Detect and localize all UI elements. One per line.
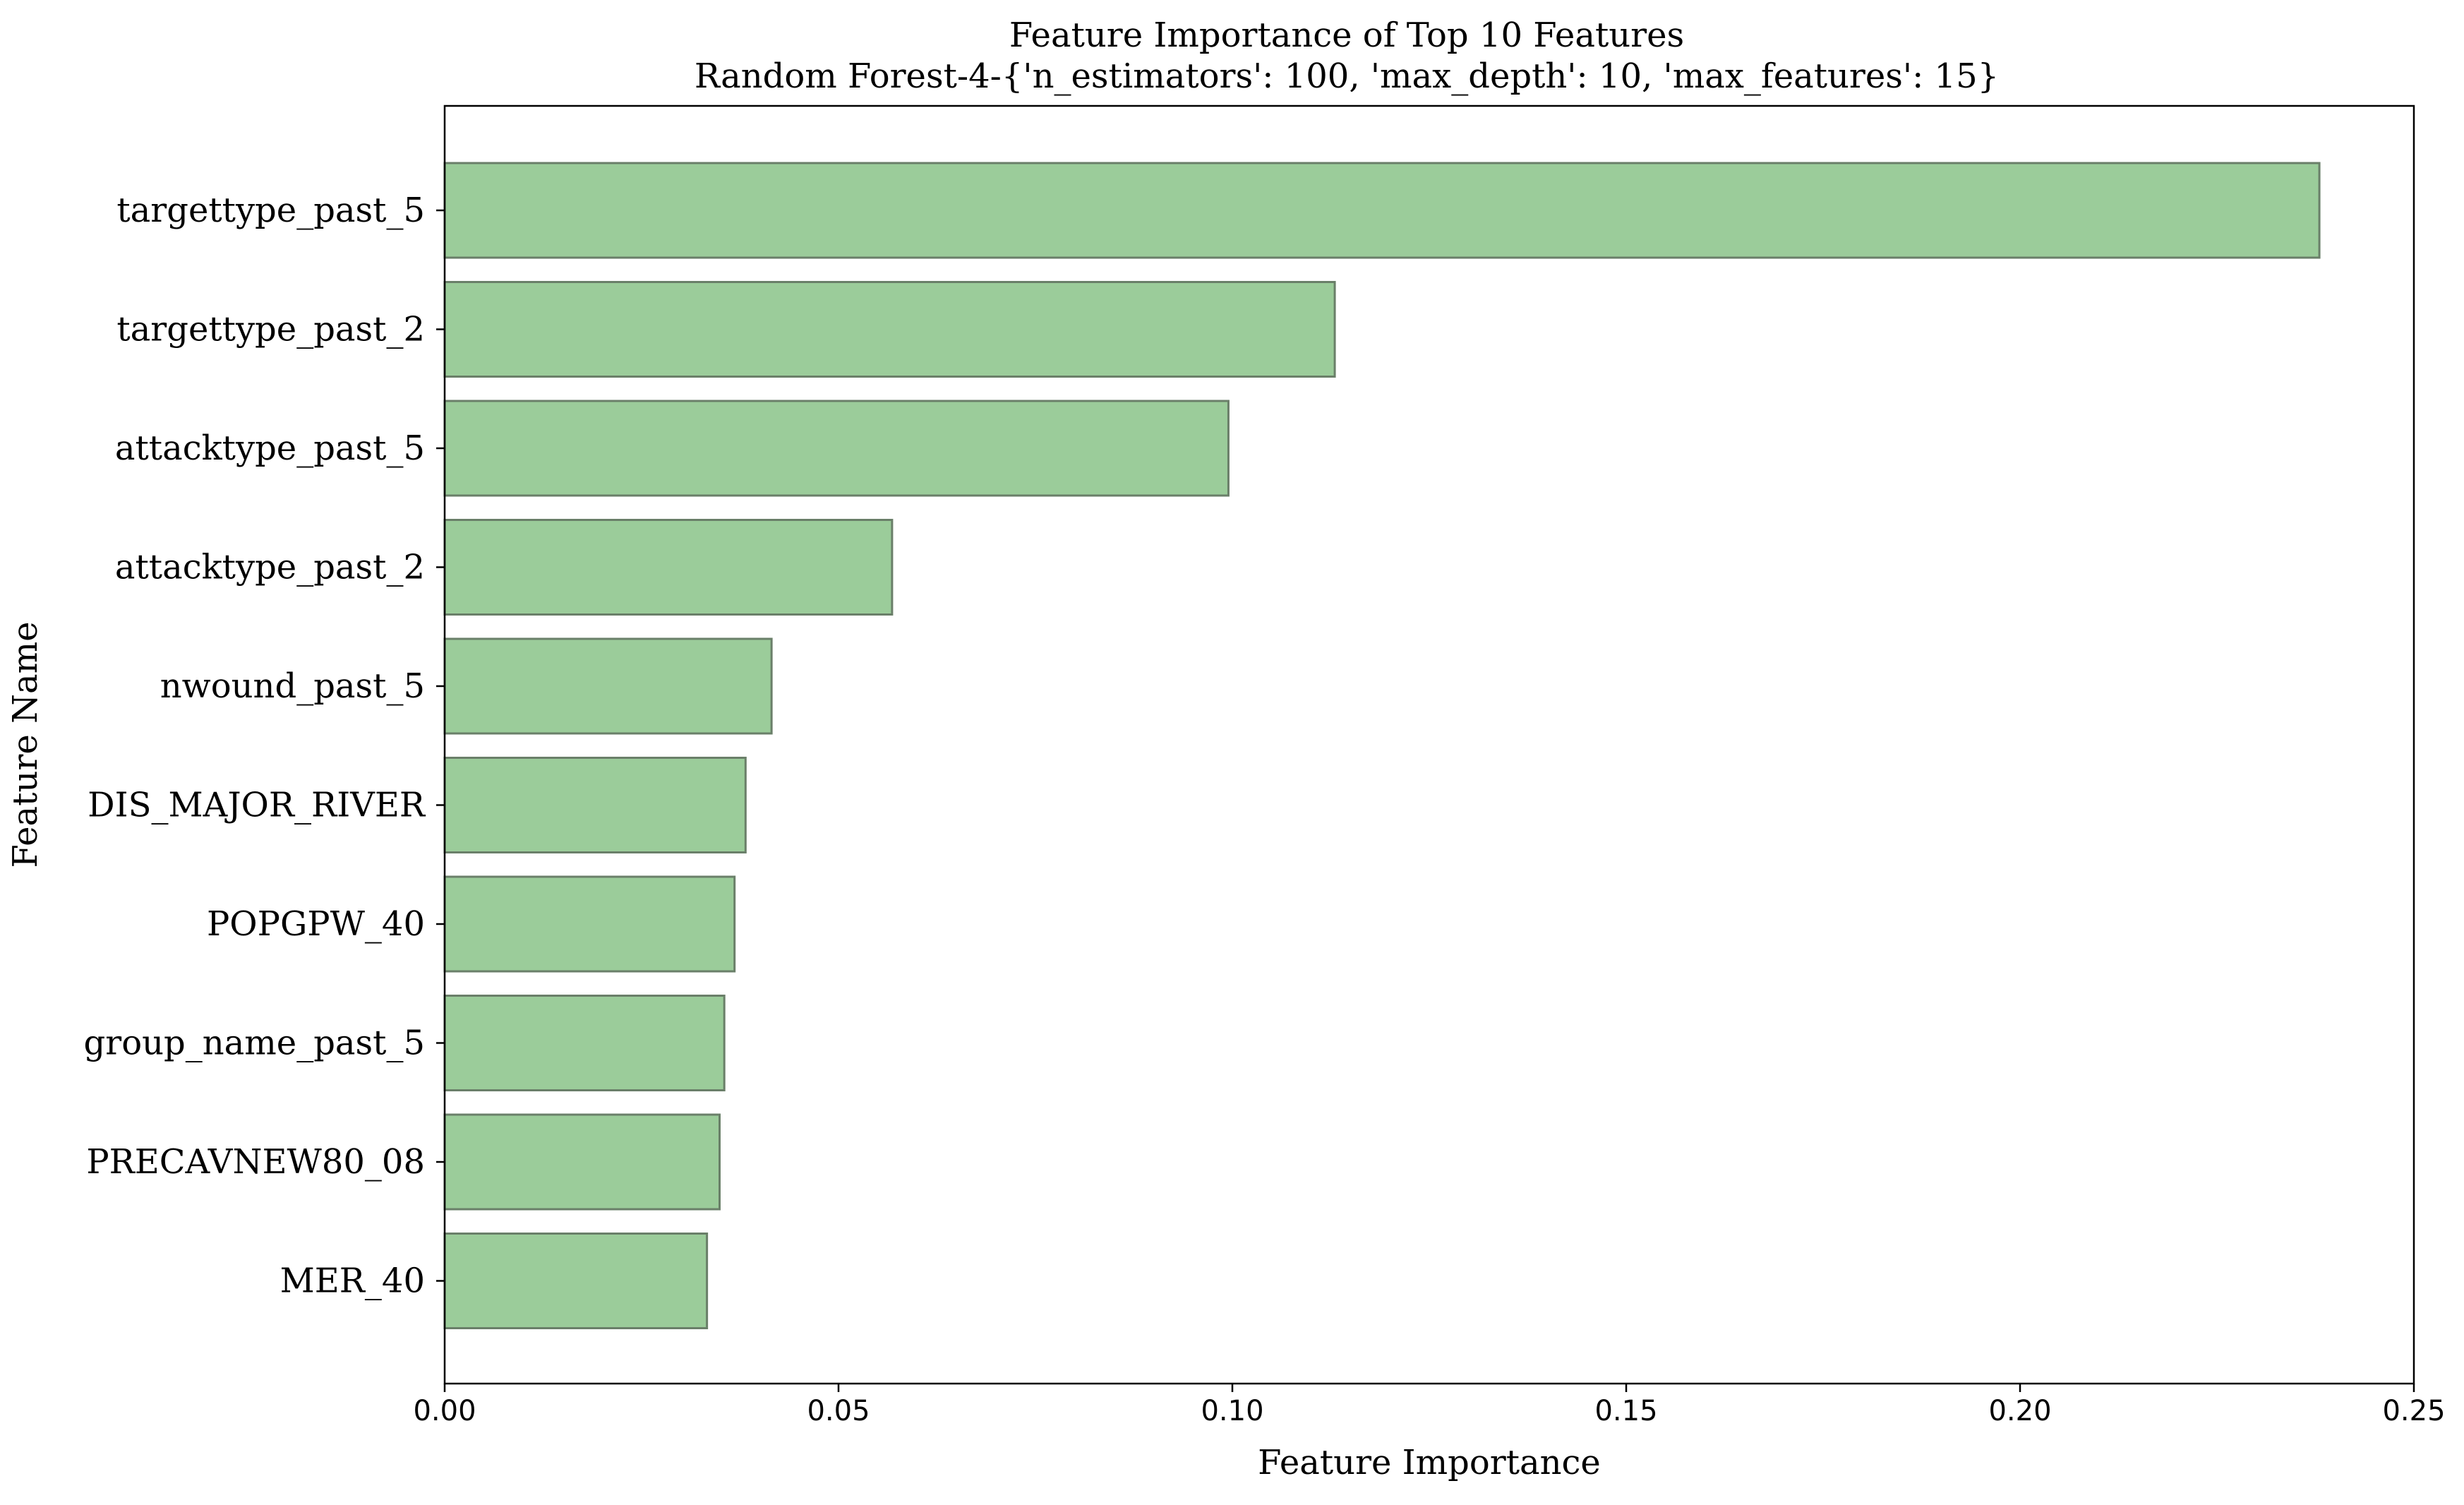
y-tick-label: DIS_MAJOR_RIVER xyxy=(88,786,426,825)
y-tick-label: targettype_past_5 xyxy=(116,191,425,230)
bar-POPGPW_40 xyxy=(443,875,736,973)
y-tick-label: nwound_past_5 xyxy=(160,666,425,706)
bar-PRECAVNEW80_08 xyxy=(443,1113,721,1211)
chart-subtitle: Random Forest-4-{'n_estimators': 100, 'm… xyxy=(695,56,1999,96)
x-axis-label: Feature Importance xyxy=(1258,1443,1601,1482)
plot-frame xyxy=(443,104,2415,1385)
bar-DIS_MAJOR_RIVER xyxy=(443,757,747,853)
bar-MER_40 xyxy=(443,1233,709,1329)
y-tick-label: MER_40 xyxy=(280,1261,425,1301)
x-tick-label: 0.20 xyxy=(1988,1395,2051,1427)
x-tick-label: 0.00 xyxy=(413,1395,476,1427)
bar-targettype_past_5 xyxy=(443,162,2321,259)
x-tick-label: 0.15 xyxy=(1594,1395,1657,1427)
bar-nwound_past_5 xyxy=(443,637,773,735)
x-tick-label: 0.10 xyxy=(1201,1395,1263,1427)
chart-title: Feature Importance of Top 10 Features xyxy=(1009,16,1684,55)
bar-attacktype_past_5 xyxy=(443,400,1230,497)
y-tick-label: attacktype_past_2 xyxy=(115,548,425,587)
y-tick-label: POPGPW_40 xyxy=(207,904,425,944)
y-tick-label: attacktype_past_5 xyxy=(115,428,425,468)
bar-group_name_past_5 xyxy=(443,995,726,1091)
y-tick-label: PRECAVNEW80_08 xyxy=(86,1142,425,1182)
x-tick-label: 0.05 xyxy=(807,1395,870,1427)
bar-attacktype_past_2 xyxy=(443,519,894,616)
y-tick-label: targettype_past_2 xyxy=(116,310,425,349)
y-tick-labels: targettype_past_5 targettype_past_2attack… xyxy=(84,191,445,1301)
bar-targettype_past_2 xyxy=(443,281,1336,378)
bar-series xyxy=(443,162,2321,1329)
y-axis-label: Feature Name xyxy=(6,621,45,868)
x-tick-label: 0.25 xyxy=(2382,1395,2445,1427)
y-tick-label: group_name_past_5 xyxy=(84,1024,425,1063)
x-ticks: 0.00 0.05 0.10 0.15 0.20 0.25 xyxy=(413,1384,2446,1427)
